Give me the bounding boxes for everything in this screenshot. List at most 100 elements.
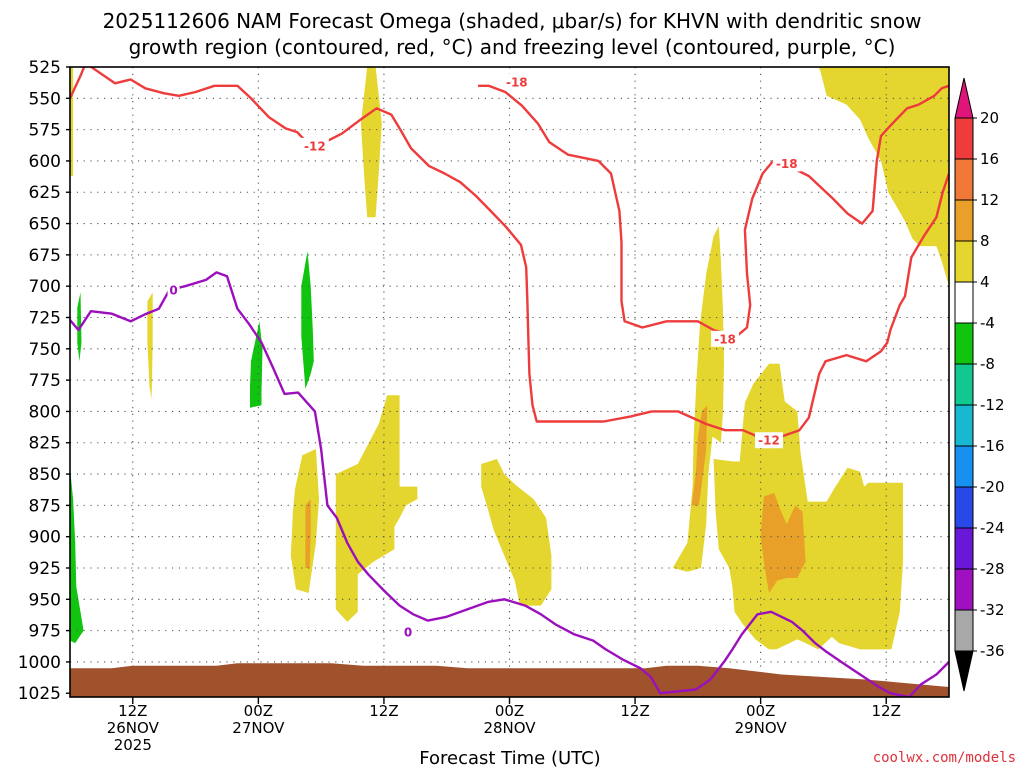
colorbar-label-2: 12 bbox=[980, 191, 999, 209]
colorbar-bin-1 bbox=[954, 158, 974, 201]
contour-label-5: 0 bbox=[169, 283, 177, 297]
colorbar-bin-11 bbox=[954, 568, 974, 611]
contour-label-4: -12 bbox=[758, 434, 780, 448]
omega-region-yellow-upper-right bbox=[818, 67, 949, 287]
contour-label-bg-6 bbox=[401, 623, 414, 640]
omega-region-yellow-550-hump bbox=[360, 67, 382, 218]
colorbar-label-12: -32 bbox=[980, 601, 1005, 619]
y-tick-label-600: 600 bbox=[29, 152, 61, 172]
pressure-axis: 525 550 575 600 625 650 675 700 725 750 775 800 825 8… bbox=[18, 58, 70, 704]
y-tick-label-800: 800 bbox=[29, 402, 61, 422]
colorbar-label-3: 8 bbox=[980, 232, 990, 250]
contour-label-0: -18 bbox=[506, 76, 528, 90]
y-tick-label-700: 700 bbox=[29, 277, 61, 297]
terrain-fill bbox=[70, 663, 949, 697]
colorbar-under-triangle bbox=[954, 650, 974, 692]
contour-label-bg-0 bbox=[502, 74, 531, 91]
colorbar-label-13: -36 bbox=[980, 642, 1005, 660]
colorbar-bin-10 bbox=[954, 527, 974, 570]
y-tick-label-900: 900 bbox=[29, 528, 61, 548]
y-tick-label-675: 675 bbox=[29, 246, 61, 266]
x-axis-title: Forecast Time (UTC) bbox=[419, 748, 600, 768]
red-contour--18-1 bbox=[478, 84, 949, 338]
y-tick-label-950: 950 bbox=[29, 590, 61, 610]
chart-title-line-2: growth region (contoured, red, °C) and f… bbox=[129, 35, 896, 59]
y-tick-label-825: 825 bbox=[29, 434, 61, 454]
colorbar-label-6: -8 bbox=[980, 355, 995, 373]
colorbar-label-11: -28 bbox=[980, 560, 1005, 578]
colorbar-label-8: -16 bbox=[980, 437, 1005, 455]
omega-region-yellow-735-sliver bbox=[147, 292, 153, 399]
contour-label-bg-5 bbox=[167, 281, 180, 298]
contour-label-bg-4 bbox=[755, 432, 784, 449]
purple-contour-0 bbox=[70, 271, 949, 697]
colorbar-bin-4 bbox=[954, 281, 974, 324]
y-tick-label-725: 725 bbox=[29, 308, 61, 328]
colorbar-label-5: -4 bbox=[980, 314, 995, 332]
contour-label-layer: -18 -12 -18 -18 -12 0 0 bbox=[167, 74, 801, 640]
colorbar-label-9: -20 bbox=[980, 478, 1005, 496]
colorbar-label-0: 20 bbox=[980, 109, 999, 127]
y-tick-label-775: 775 bbox=[29, 371, 61, 391]
chart-title-line-1: 2025112606 NAM Forecast Omega (shaded, μ… bbox=[103, 9, 922, 33]
omega-region-yellow-870-strip bbox=[290, 449, 319, 593]
y-tick-label-650: 650 bbox=[29, 215, 61, 235]
contour-label-2: -18 bbox=[776, 157, 798, 171]
contour-label-bg-3 bbox=[711, 330, 740, 347]
y-tick-label-1025: 1025 bbox=[18, 684, 61, 704]
omega-region-yellow-880-block bbox=[481, 459, 552, 606]
omega-region-yellow-spike-rise bbox=[672, 226, 724, 572]
y-tick-label-975: 975 bbox=[29, 622, 61, 642]
omega-colorbar: 20 16 12 8 4 -4 -8 -12 -16 -20 -24 -28 -32 -36 bbox=[954, 77, 1005, 692]
contour-layer bbox=[70, 67, 949, 697]
colorbar-bin-3 bbox=[954, 240, 974, 283]
contour-label-bg-2 bbox=[772, 155, 801, 172]
colorbar-label-1: 16 bbox=[980, 150, 999, 168]
x-tick-label-78-0: 12Z bbox=[872, 702, 901, 720]
y-tick-label-625: 625 bbox=[29, 183, 61, 203]
credit-text: coolwx.com/models bbox=[873, 750, 1016, 766]
omega-region-green-700-left bbox=[250, 321, 263, 408]
y-tick-label-750: 750 bbox=[29, 340, 61, 360]
contour-label-6: 0 bbox=[404, 625, 412, 639]
omega-region-yellow-lower-right bbox=[713, 363, 903, 650]
terrain-layer bbox=[70, 663, 949, 697]
x-tick-label-42-1: 28NOV bbox=[483, 719, 536, 737]
colorbar-bin-12 bbox=[954, 609, 974, 652]
omega-region-orange-885-right bbox=[760, 492, 806, 593]
contour-label-bg-1 bbox=[300, 137, 329, 154]
y-tick-label-925: 925 bbox=[29, 559, 61, 579]
colorbar-over-triangle bbox=[954, 77, 974, 119]
colorbar-bin-0 bbox=[954, 117, 974, 160]
x-tick-label-6-0: 12Z bbox=[118, 702, 147, 720]
x-tick-label-18-1: 27NOV bbox=[232, 719, 285, 737]
contour-label-3: -18 bbox=[714, 332, 736, 346]
x-tick-label-66-1: 29NOV bbox=[735, 719, 788, 737]
omega-region-yellow-870-block bbox=[335, 395, 418, 622]
omega-region-orange-830-spike bbox=[691, 405, 708, 506]
x-tick-label-54-0: 12Z bbox=[620, 702, 649, 720]
colorbar-bin-2 bbox=[954, 199, 974, 242]
x-tick-label-6-2: 2025 bbox=[114, 736, 152, 754]
colorbar-bin-5 bbox=[954, 322, 974, 365]
colorbar-bin-9 bbox=[954, 486, 974, 529]
x-tick-label-18-0: 00Z bbox=[244, 702, 273, 720]
y-tick-label-1000: 1000 bbox=[18, 653, 61, 673]
y-tick-label-850: 850 bbox=[29, 465, 61, 485]
colorbar-label-4: 4 bbox=[980, 273, 990, 291]
omega-region-orange-880-sliver bbox=[305, 499, 311, 568]
x-tick-label-6-1: 26NOV bbox=[107, 719, 160, 737]
x-tick-label-30-0: 12Z bbox=[369, 702, 398, 720]
contour-label-1: -12 bbox=[304, 139, 326, 153]
y-tick-label-875: 875 bbox=[29, 496, 61, 516]
omega-shading-layer bbox=[70, 67, 949, 650]
y-tick-label-575: 575 bbox=[29, 121, 61, 141]
red-contour--12-0 bbox=[70, 67, 949, 442]
omega-region-green-700-right bbox=[301, 251, 314, 389]
x-tick-label-66-0: 00Z bbox=[746, 702, 775, 720]
colorbar-bin-7 bbox=[954, 404, 974, 447]
colorbar-label-10: -24 bbox=[980, 519, 1005, 537]
y-tick-label-525: 525 bbox=[29, 58, 61, 78]
